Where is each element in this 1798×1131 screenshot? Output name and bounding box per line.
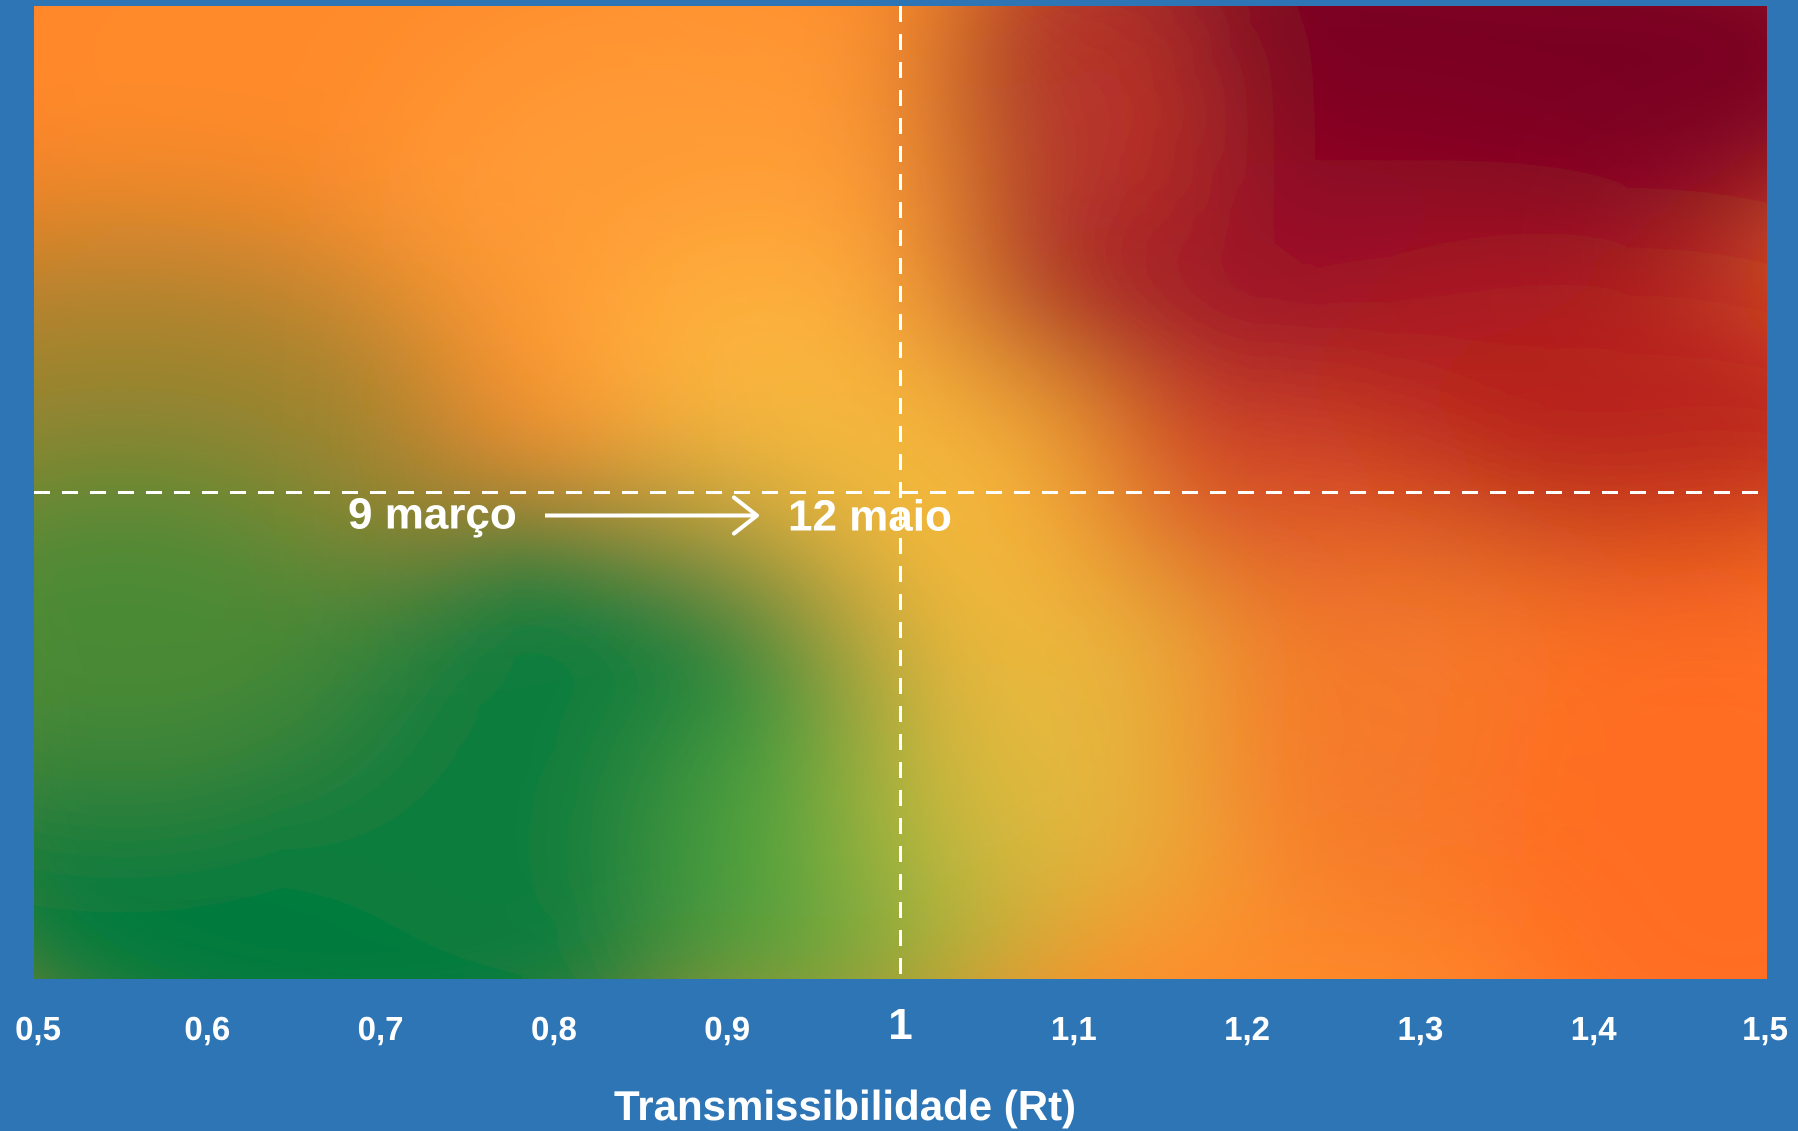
x-tick-label: 1,5: [1742, 1010, 1788, 1047]
x-tick-label: 1,3: [1397, 1010, 1443, 1047]
heatmap-blob-19: [1472, 541, 1767, 979]
x-axis-title: Transmissibilidade (Rt): [614, 1082, 1076, 1129]
annotation-arrow-head: [732, 495, 759, 536]
x-tick-label: 0,8: [531, 1010, 577, 1047]
x-tick-label: 1: [888, 1000, 912, 1049]
x-tick-label: 0,7: [358, 1010, 404, 1047]
reference-lines: [34, 6, 1767, 979]
annotation-start-label: 9 março: [348, 490, 517, 539]
x-tick-label: 0,9: [704, 1010, 750, 1047]
annotations: 9 março 12 maio: [348, 490, 952, 541]
x-tick-label: 0,5: [15, 1010, 61, 1047]
heatmap-blob-8: [34, 434, 381, 785]
x-tick-label: 1,2: [1224, 1010, 1270, 1047]
x-axis-ticks: 0,5 0,6 0,7 0,8 0,9 1 1,1 1,2 1,3 1,4 1,5: [15, 1000, 1788, 1049]
annotation-end-label: 12 maio: [788, 492, 952, 541]
heatmap-blob-20: [1021, 6, 1196, 259]
heatmap-blob-16: [1316, 268, 1767, 561]
x-tick-label: 0,6: [184, 1010, 230, 1047]
x-tick-label: 1,1: [1051, 1010, 1097, 1047]
x-tick-label: 1,4: [1571, 1010, 1618, 1047]
